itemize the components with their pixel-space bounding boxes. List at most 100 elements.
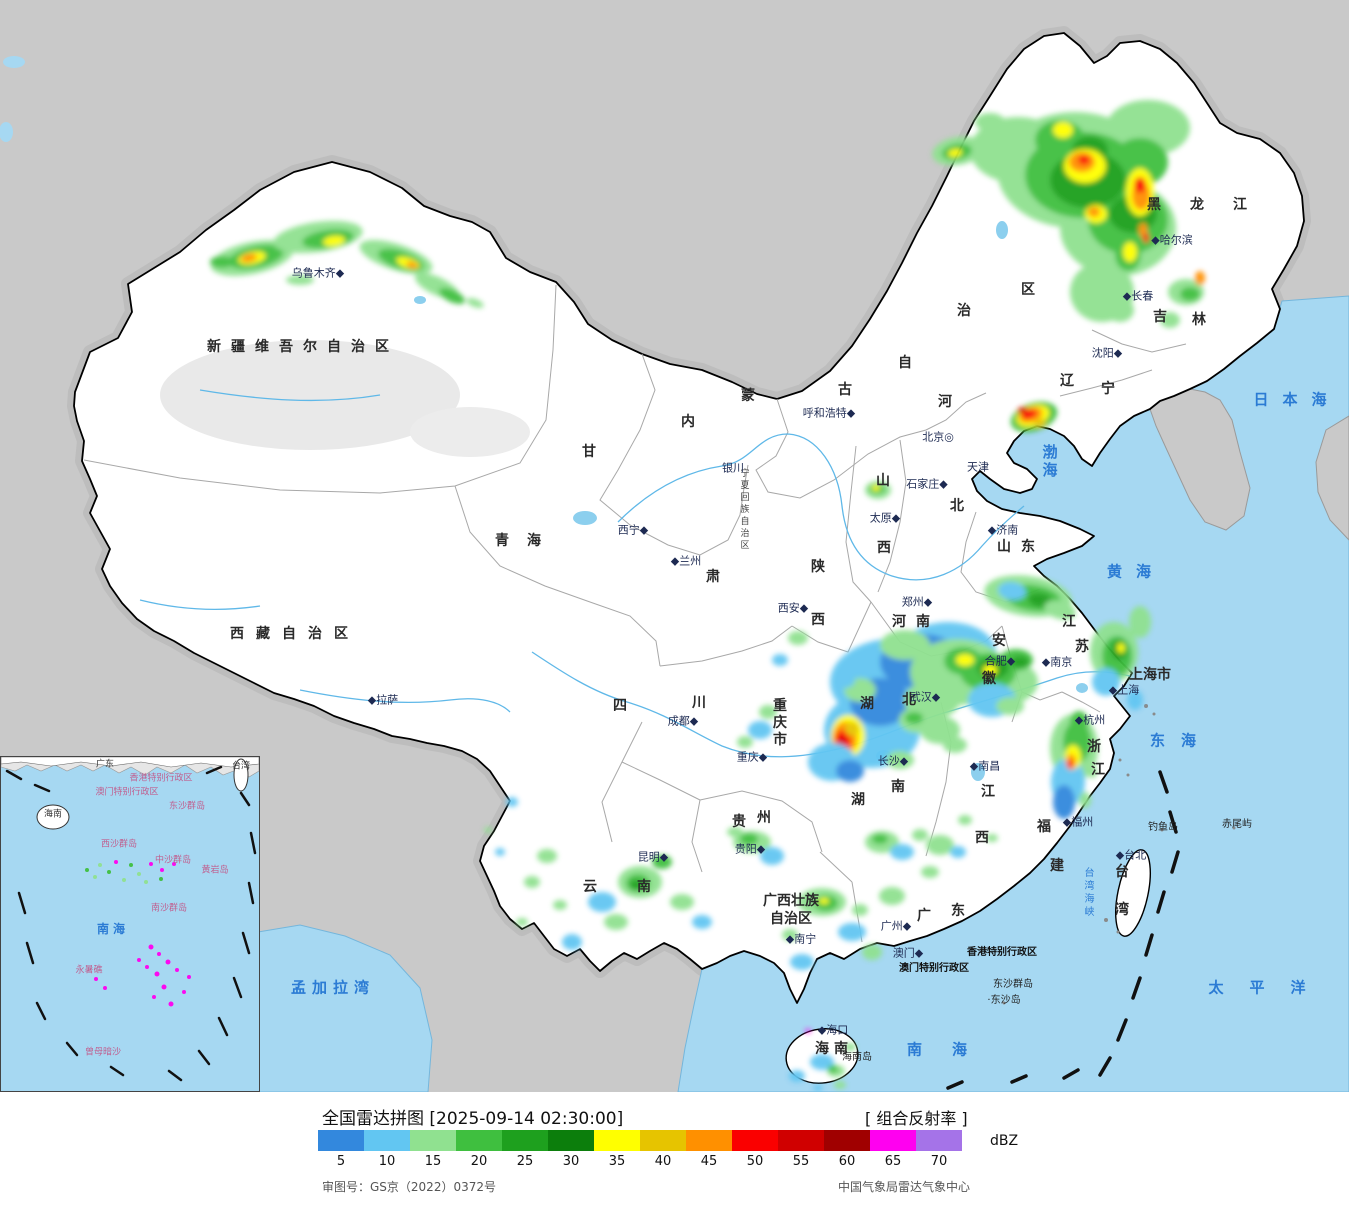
echo-cell [692,915,712,929]
echo-cell [790,954,814,970]
echo-cell [537,849,557,863]
echo-cell [759,705,777,719]
legend-tick-50: 50 [746,1154,764,1169]
echo-cell [670,894,694,910]
echo-cell [323,235,345,247]
china-outline [73,32,1305,1004]
inset-dash-segment [247,881,255,905]
inset-taiwan [233,758,249,792]
echo-cell [789,1070,805,1082]
echo-cell [920,716,960,744]
legend-tick-65: 65 [884,1154,902,1169]
echo-cell [912,829,928,841]
lakes [414,221,1088,781]
echo-cell [835,672,855,688]
inset-echo-dot [149,862,153,866]
inset-dash-segment [35,1001,47,1021]
legend-color-10 [364,1130,410,1151]
dash-segment [1116,1018,1128,1042]
province-boundaries [83,284,1187,943]
echo-cell [862,944,882,960]
south-china-sea-inset: 广东 台湾 香港特别行政区 澳门特别行政区 东沙群岛 海南 西沙群岛 中沙群岛 黄岩岛 南沙群岛南… [0,756,260,1092]
echo-cell [466,298,484,308]
inset-dash-segment [109,1065,125,1077]
echo-cell [950,846,966,858]
map-license-number: 审图号：GS京（2022）0372号 [322,1180,496,1194]
inset-echo-dot [182,990,186,994]
inset-echo-dot [129,863,133,867]
echo-cell [879,887,905,905]
legend-panel: 全国雷达拼图 [2025-09-14 02:30:00] [ 组合反射率 ] 5… [0,1092,1349,1208]
legend-ticks: 5 10 15 20 25 30 35 40 45 50 55 60 65 70 [318,1154,962,1169]
inset-dash-segment [249,831,257,855]
small-islands [1002,704,1236,1005]
echo-cell [1017,406,1027,414]
inset-echo-dot [107,870,111,874]
inset-echo-dot [168,1001,174,1007]
legend-tick-55: 55 [792,1154,810,1169]
legend-color-65 [870,1130,916,1151]
legend-unit: dBZ [990,1133,1019,1149]
echo-cell [905,712,923,724]
echo-cell [998,581,1026,601]
inset-sea [1,757,259,1091]
echo-cell [813,1085,823,1091]
inset-dash-segment [33,783,51,793]
inset-echo-dot [137,872,141,876]
legend-color-20 [456,1130,502,1151]
inset-echo-dot [157,952,161,956]
echo-cell [737,736,753,748]
echo-cell [652,855,672,869]
legend-tick-15: 15 [424,1154,442,1169]
echo-cell [524,876,540,888]
inset-echo-dot [98,863,102,867]
data-source: 中国气象局雷达气象中心 [838,1180,971,1194]
inset-echo-dot [114,860,118,864]
inset-dash-segment [65,1041,79,1057]
inset-hainan [36,804,70,830]
legend-tick-25: 25 [516,1154,534,1169]
echo-cell [838,923,866,941]
echo-cell [1092,668,1120,696]
echo-cell [810,1054,834,1070]
legend-color-30 [548,1130,594,1151]
echo-cell [406,261,418,269]
inset-echo-dot [160,868,164,872]
echo-cell [1070,711,1088,733]
dash-segment [1156,890,1166,914]
echo-cell [588,892,616,912]
dash-segment [1170,850,1180,874]
legend-tick-45: 45 [700,1154,718,1169]
echo-cell [958,815,972,825]
legend-tick-5: 5 [336,1154,346,1169]
echo-cell [1087,766,1097,778]
nw-lake-2 [0,122,13,142]
echo-cell [1134,177,1146,193]
inset-dash-segment [5,769,23,781]
echo-cell [872,834,888,844]
taiwan-island [1115,849,1151,937]
japan-landmass [1315,415,1349,541]
legend-color-35 [594,1130,640,1151]
echo-cell [1180,287,1200,301]
rivers [139,389,1131,758]
legend-color-70 [916,1130,962,1151]
echo-cell [1117,643,1125,653]
echo-cell [788,631,808,645]
echo-cell [562,934,582,950]
echo-cell [880,630,930,660]
legend-color-60 [824,1130,870,1151]
echo-cell [986,834,998,842]
inset-dash-segment [239,791,251,807]
legend-tick-10: 10 [378,1154,396,1169]
inset-canvas [1,757,259,1091]
inset-dash-segment [217,1016,229,1037]
echo-cell [886,751,914,769]
echo-cell [553,900,567,910]
echo-cell [727,827,743,837]
echo-cell [845,722,859,736]
inset-echo-dot [148,944,154,950]
radar-echoes [210,100,1205,1091]
echo-cell [1067,760,1073,768]
